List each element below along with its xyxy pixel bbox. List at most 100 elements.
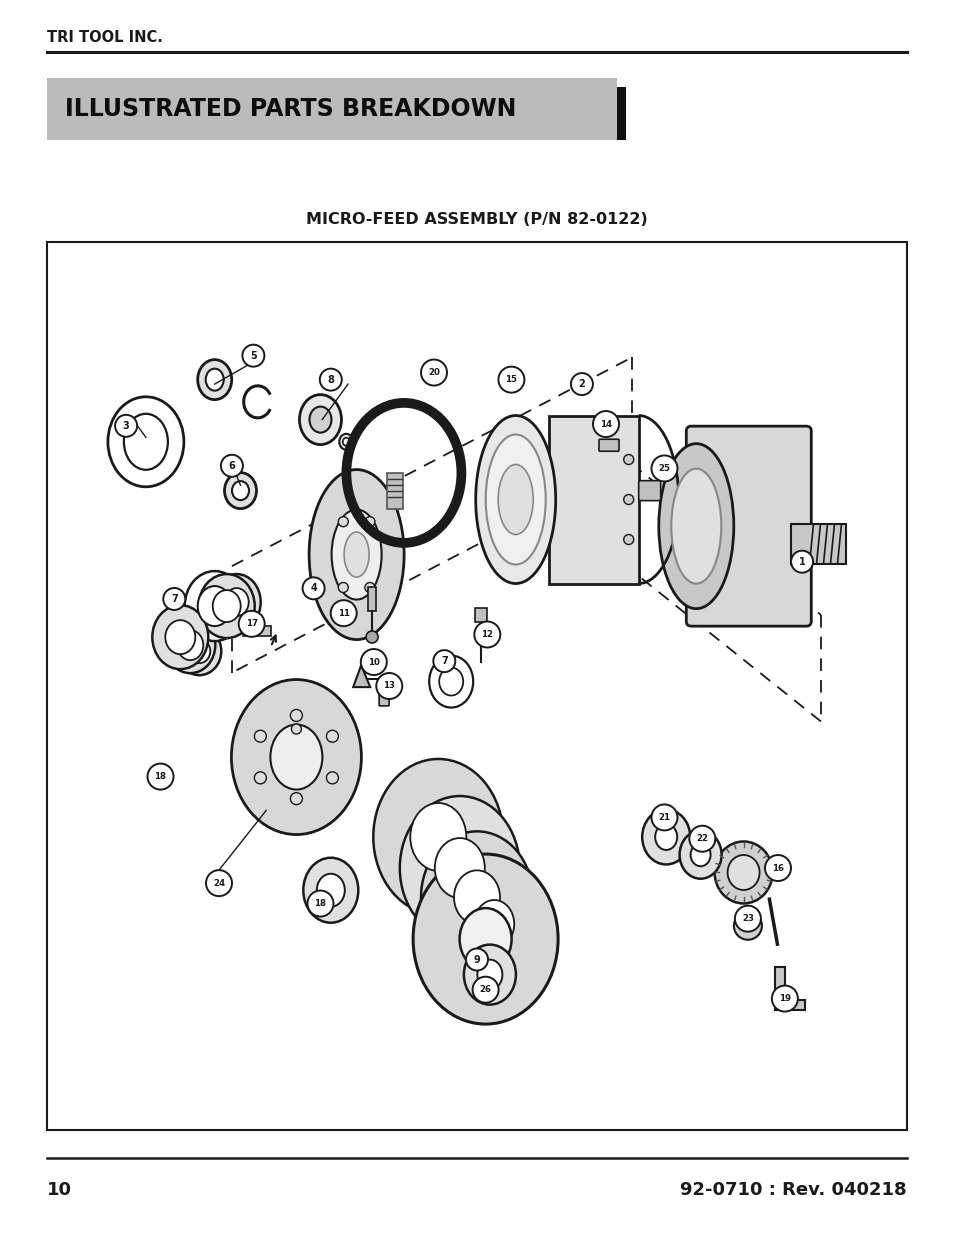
Ellipse shape [270,725,322,789]
Ellipse shape [399,797,519,940]
Ellipse shape [332,510,381,599]
Text: ILLUSTRATED PARTS BREAKDOWN: ILLUSTRATED PARTS BREAKDOWN [65,98,516,121]
Circle shape [689,826,715,852]
Text: 21: 21 [658,813,670,823]
Ellipse shape [232,482,249,500]
Ellipse shape [198,574,254,638]
Ellipse shape [316,873,344,906]
Circle shape [206,871,232,897]
Ellipse shape [671,468,720,584]
FancyBboxPatch shape [387,473,403,509]
Ellipse shape [497,464,533,535]
Ellipse shape [206,368,223,390]
Text: 26: 26 [479,986,491,994]
Circle shape [771,986,797,1011]
Text: 7: 7 [171,594,177,604]
Text: 19: 19 [778,994,790,1003]
Circle shape [375,673,402,699]
Circle shape [593,411,618,437]
Text: 22: 22 [696,834,707,844]
Text: 10: 10 [368,657,379,667]
Circle shape [623,494,633,505]
Ellipse shape [690,844,710,866]
Circle shape [254,730,266,742]
Circle shape [739,916,748,926]
Text: 24: 24 [213,878,225,888]
Polygon shape [774,967,804,1010]
Text: 4: 4 [310,583,316,593]
Text: 23: 23 [741,914,753,923]
Ellipse shape [213,574,260,630]
Text: 7: 7 [440,656,447,666]
Ellipse shape [463,945,516,1004]
Circle shape [497,367,524,393]
Ellipse shape [197,587,232,626]
Ellipse shape [197,359,232,400]
Ellipse shape [342,437,350,446]
Circle shape [623,535,633,545]
Circle shape [433,650,455,672]
Ellipse shape [177,630,203,661]
Circle shape [242,345,264,367]
Ellipse shape [442,864,546,984]
Ellipse shape [225,588,249,616]
Text: 92-0710 : Rev. 040218: 92-0710 : Rev. 040218 [679,1181,906,1199]
Circle shape [338,583,348,593]
Circle shape [302,577,324,599]
Text: 8: 8 [327,374,334,384]
Circle shape [474,621,499,647]
Circle shape [326,772,338,784]
Bar [47,78,617,140]
Text: 18: 18 [314,899,326,908]
FancyBboxPatch shape [685,426,810,626]
Circle shape [733,911,761,940]
Circle shape [364,583,375,593]
Ellipse shape [435,839,484,898]
Text: 15: 15 [505,375,517,384]
Ellipse shape [714,841,772,904]
Circle shape [338,516,348,526]
Text: 13: 13 [383,682,395,690]
Circle shape [163,588,185,610]
Polygon shape [56,86,625,140]
Circle shape [790,551,812,573]
FancyBboxPatch shape [638,480,660,500]
Text: 11: 11 [337,609,350,618]
Text: 12: 12 [481,630,493,638]
Text: 20: 20 [428,368,439,377]
Text: TRI TOOL INC.: TRI TOOL INC. [47,31,163,46]
Ellipse shape [454,871,499,924]
Text: 16: 16 [771,863,783,873]
Circle shape [319,368,341,390]
Ellipse shape [303,858,358,923]
Circle shape [307,890,334,916]
Ellipse shape [420,831,533,963]
Ellipse shape [413,855,558,1024]
Ellipse shape [641,809,689,864]
Ellipse shape [429,656,473,708]
Ellipse shape [309,469,404,640]
Text: 10: 10 [47,1181,71,1199]
Text: 17: 17 [245,619,257,629]
Circle shape [651,804,677,830]
Ellipse shape [476,960,502,989]
Ellipse shape [299,395,341,445]
Circle shape [472,977,498,1003]
FancyBboxPatch shape [368,587,375,611]
Circle shape [465,948,488,971]
FancyBboxPatch shape [791,524,845,564]
Ellipse shape [232,679,361,835]
Text: 3: 3 [123,421,130,431]
Text: 2: 2 [578,379,585,389]
Circle shape [366,631,377,643]
Circle shape [364,516,375,526]
Ellipse shape [213,590,240,622]
Ellipse shape [177,627,221,676]
Ellipse shape [485,435,545,564]
Bar [47,242,906,1130]
Circle shape [254,772,266,784]
FancyBboxPatch shape [548,415,638,583]
Ellipse shape [152,605,208,669]
Ellipse shape [679,831,720,879]
FancyBboxPatch shape [378,684,389,706]
